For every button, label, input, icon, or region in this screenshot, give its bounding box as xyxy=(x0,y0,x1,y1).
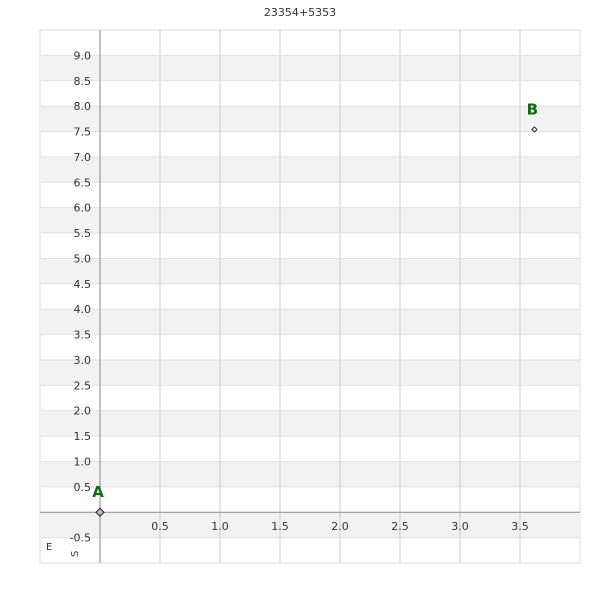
y-tick-label: 2.5 xyxy=(74,379,92,392)
y-tick-label: 8.5 xyxy=(74,75,92,88)
y-tick-label: 6.0 xyxy=(74,202,92,215)
grid-band xyxy=(40,106,580,132)
point-label: A xyxy=(92,483,104,501)
grid-band xyxy=(40,359,580,386)
y-tick-label: 6.5 xyxy=(74,176,92,189)
chart-title: 23354+5353 xyxy=(263,6,337,19)
point-label: B xyxy=(527,100,538,118)
y-tick-label: 4.5 xyxy=(74,278,92,291)
grid-band xyxy=(40,512,580,538)
y-tick-label: 1.5 xyxy=(74,430,92,443)
grid-band xyxy=(40,309,580,335)
x-tick-label: 2.0 xyxy=(331,520,349,533)
x-tick-label: 3.0 xyxy=(451,520,469,533)
y-tick-label: 3.0 xyxy=(74,354,92,367)
y-tick-label: 7.0 xyxy=(74,151,92,164)
y-tick-label: 5.0 xyxy=(74,252,92,265)
grid-band xyxy=(40,461,580,487)
y-tick-label: 8.0 xyxy=(74,100,92,113)
y-tick-label: 0.5 xyxy=(74,481,92,494)
grid-band xyxy=(40,207,580,234)
grid-band xyxy=(40,410,580,437)
y-axis-label: S xyxy=(70,551,81,557)
x-tick-label: 3.5 xyxy=(511,520,529,533)
y-tick-label: 2.0 xyxy=(74,405,92,418)
grid-band xyxy=(40,156,580,183)
x-tick-label: 0.5 xyxy=(151,520,169,533)
y-tick-label: 4.0 xyxy=(74,303,92,316)
y-tick-label: 1.0 xyxy=(74,455,92,468)
grid-band xyxy=(40,55,580,81)
x-axis-label: E xyxy=(46,542,52,553)
x-tick-label: 1.0 xyxy=(211,520,229,533)
y-tick-label: 9.0 xyxy=(74,49,92,62)
x-tick-label: 1.5 xyxy=(271,520,289,533)
y-tick-label: 3.5 xyxy=(74,329,92,342)
y-tick-label: 7.5 xyxy=(74,126,92,139)
data-point-a xyxy=(95,507,105,517)
data-point-b xyxy=(531,126,538,133)
y-tick-label: -0.5 xyxy=(70,532,91,545)
x-tick-label: 2.5 xyxy=(391,520,409,533)
grid-band xyxy=(40,258,580,284)
y-tick-label: 5.5 xyxy=(74,227,92,240)
